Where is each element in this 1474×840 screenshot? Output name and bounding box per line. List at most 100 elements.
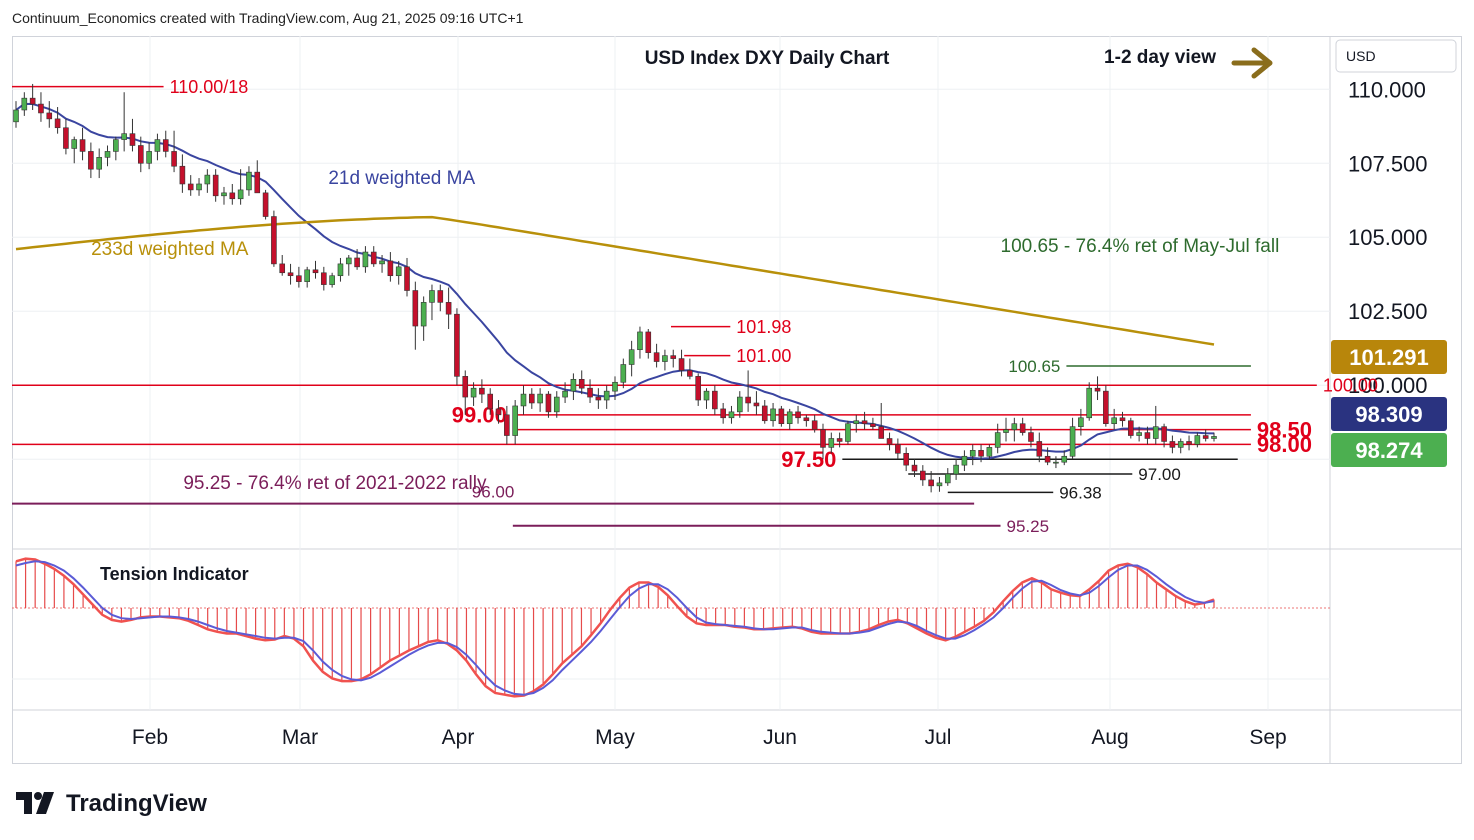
candle: [761, 405, 768, 422]
candle: [162, 139, 169, 152]
candle: [703, 390, 710, 401]
candle: [1078, 417, 1084, 427]
candle: [620, 364, 627, 383]
ma233-line: [15, 215, 1215, 346]
candle: [986, 447, 993, 457]
annotation: 21d weighted MA: [328, 168, 475, 189]
candle: [570, 379, 577, 392]
candle: [1069, 426, 1076, 457]
candle: [370, 251, 377, 265]
candle: [712, 390, 718, 410]
candle: [1111, 417, 1117, 424]
level-label: 100.00: [1323, 376, 1378, 396]
candle: [29, 97, 36, 105]
candle: [1136, 432, 1142, 436]
candle: [911, 464, 918, 472]
x-tick-label: Feb: [132, 726, 168, 749]
candle: [38, 103, 44, 114]
level-label: 96.00: [472, 483, 515, 502]
candle: [454, 313, 460, 377]
candle: [969, 450, 976, 457]
candle: [470, 387, 477, 398]
candle: [262, 192, 269, 217]
annotation: 100.65 - 76.4% ret of May-Jul fall: [1001, 236, 1280, 257]
candle: [529, 393, 535, 404]
candle: [296, 275, 302, 282]
level-label: 98.50: [1257, 417, 1312, 442]
y-tick-label: 105.000: [1348, 225, 1428, 250]
candle: [811, 420, 818, 430]
candle: [237, 189, 244, 200]
tradingview-brand[interactable]: TradingView: [16, 790, 207, 818]
candle: [1028, 432, 1034, 442]
candle: [928, 479, 934, 487]
candle: [795, 411, 801, 419]
candle: [204, 174, 211, 185]
candle: [603, 390, 610, 401]
candle: [1161, 426, 1167, 442]
candle: [720, 408, 726, 419]
x-tick-label: May: [595, 726, 635, 749]
level-label: 110.00/18: [170, 77, 249, 97]
candle: [113, 139, 119, 152]
candle: [1119, 417, 1126, 422]
candle: [354, 257, 360, 268]
candle: [54, 118, 61, 129]
chart-credit: Continuum_Economics created with Trading…: [12, 10, 524, 26]
candle: [387, 260, 394, 277]
candle: [828, 438, 835, 448]
x-tick-label: Aug: [1091, 726, 1128, 749]
candle: [903, 452, 909, 466]
candle: [778, 408, 785, 424]
candle: [1144, 432, 1151, 439]
level-label: 96.38: [1059, 483, 1102, 502]
candle: [404, 266, 410, 291]
candle: [578, 379, 585, 389]
candle: [312, 269, 319, 274]
candle: [171, 151, 177, 167]
candle: [137, 145, 144, 164]
candle: [229, 192, 236, 200]
level-label: 98.00: [1257, 432, 1312, 457]
candle: [154, 139, 161, 152]
level-label: 100.65: [1008, 357, 1060, 376]
candle: [304, 269, 310, 282]
candle: [271, 216, 277, 265]
candle: [88, 151, 94, 170]
candle: [129, 133, 136, 146]
candle: [96, 157, 102, 170]
candle: [63, 127, 69, 149]
candle: [637, 331, 643, 351]
candle: [495, 408, 502, 416]
price-badge: [1331, 433, 1447, 467]
x-tick-label: Mar: [282, 726, 318, 749]
right-arrow-icon: [1231, 47, 1273, 79]
candle: [562, 390, 568, 398]
candle: [146, 151, 152, 164]
x-tick-label: Sep: [1249, 726, 1286, 749]
candle: [345, 257, 352, 265]
candle: [79, 139, 86, 152]
candle: [512, 405, 518, 436]
chart-subtitle: 1-2 day view: [1104, 47, 1216, 68]
candle: [104, 151, 111, 158]
x-tick-label: Jul: [925, 726, 952, 749]
candle: [878, 426, 885, 439]
candle: [728, 411, 735, 419]
candle: [13, 109, 19, 123]
candle: [745, 396, 751, 404]
candle: [21, 97, 28, 111]
candle: [279, 263, 286, 274]
price-badge: [1331, 340, 1447, 374]
candle: [1053, 461, 1059, 464]
candle: [853, 420, 860, 424]
candle: [736, 396, 743, 413]
candle: [861, 420, 868, 424]
candle: [553, 396, 560, 413]
tension-slow-line: [15, 560, 1215, 696]
candle: [1103, 390, 1109, 424]
candle: [662, 355, 668, 362]
candle: [770, 408, 776, 422]
candle: [1036, 441, 1043, 457]
candle: [487, 393, 494, 410]
